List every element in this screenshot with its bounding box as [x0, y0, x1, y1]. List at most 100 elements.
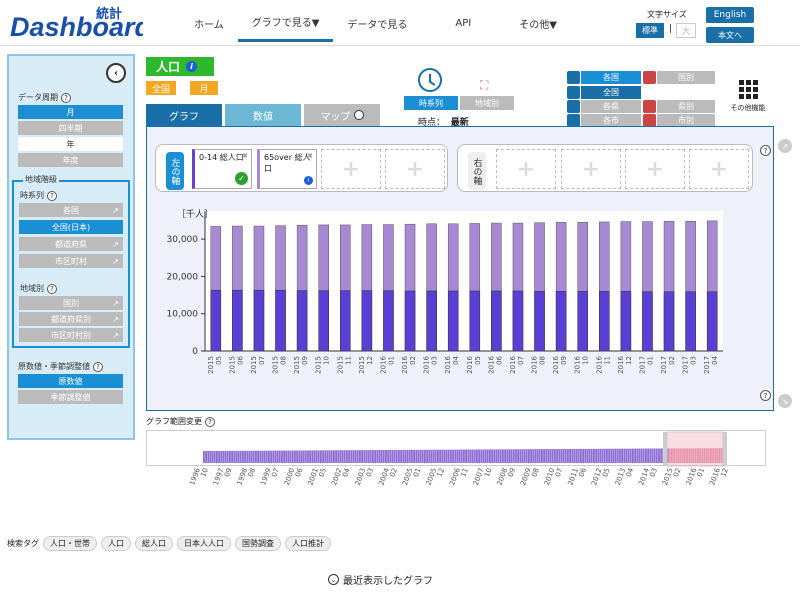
- reg-countries[interactable]: 国別 ↗: [19, 296, 123, 310]
- arrow-right-icon[interactable]: ↗: [778, 139, 792, 153]
- series-card[interactable]: 65over 総人口 ✖ i: [257, 149, 317, 189]
- nav-home[interactable]: ホーム: [194, 19, 224, 31]
- ts-japan[interactable]: 全国(日本): [19, 220, 123, 234]
- add-series-slot[interactable]: +: [385, 149, 445, 189]
- add-series-slot[interactable]: +: [561, 149, 621, 189]
- range-bar: [239, 450, 242, 463]
- help-icon[interactable]: ?: [93, 361, 103, 372]
- range-bar: [272, 450, 275, 463]
- search-tag[interactable]: 国勢調査: [235, 536, 281, 551]
- period-year[interactable]: 年: [18, 137, 123, 151]
- search-tag[interactable]: 人口: [101, 536, 131, 551]
- range-bar: [469, 449, 472, 463]
- add-series-slot[interactable]: +: [625, 149, 685, 189]
- range-slider[interactable]: [146, 430, 767, 467]
- clock-icon: [418, 68, 442, 92]
- range-bar: [653, 448, 656, 463]
- range-bar: [274, 450, 277, 463]
- range-tick-label: 2009: [519, 467, 533, 486]
- close-icon[interactable]: ✖: [242, 152, 248, 160]
- tab-graph[interactable]: グラフ: [146, 104, 222, 126]
- help-icon[interactable]: ?: [760, 390, 771, 401]
- range-tick-label: 2000: [283, 467, 297, 486]
- help-icon[interactable]: ?: [353, 110, 364, 120]
- regional-button[interactable]: 地域別: [460, 96, 514, 110]
- range-bar: [307, 450, 309, 463]
- seasonal-adjusted-button[interactable]: 季節調整値: [18, 390, 123, 404]
- range-bar: [554, 449, 556, 463]
- range-bar: [573, 448, 576, 463]
- period-fiscal-year[interactable]: 年度: [18, 153, 123, 167]
- close-icon[interactable]: ✖: [307, 152, 313, 160]
- collapse-sidebar-icon[interactable]: ‹: [106, 63, 126, 83]
- help-icon[interactable]: ?: [61, 92, 71, 103]
- bar-0-14: [620, 291, 632, 352]
- reg-prefectures[interactable]: 都道府県別 ↗: [19, 312, 123, 326]
- font-large-button[interactable]: 大: [676, 23, 696, 38]
- raw-value-button[interactable]: 原数値: [18, 374, 123, 388]
- timeseries-button[interactable]: 時系列: [404, 96, 458, 110]
- range-mini-chart[interactable]: [147, 431, 767, 467]
- tab-map[interactable]: マップ?: [304, 104, 380, 126]
- range-tick-label: 02: [672, 467, 683, 478]
- ts-prefectures[interactable]: 都道府県 ↗: [19, 237, 123, 251]
- font-separator: |: [669, 24, 673, 34]
- range-bar: [521, 449, 524, 463]
- logo[interactable]: Dashboard 統計: [8, 4, 143, 42]
- skip-to-main-button[interactable]: 本文へ: [706, 27, 754, 43]
- range-bar: [265, 450, 268, 463]
- range-bar: [508, 449, 511, 463]
- range-bar: [443, 449, 446, 463]
- range-tick-label: 2012: [590, 467, 604, 486]
- add-series-slot[interactable]: +: [689, 149, 749, 189]
- nav-other[interactable]: その他▼: [519, 19, 557, 31]
- range-bar: [502, 449, 504, 463]
- series-card[interactable]: 0-14 総人口 ✖ ✓: [192, 149, 252, 189]
- region-national[interactable]: 全国: [581, 86, 641, 99]
- help-icon[interactable]: ?: [205, 416, 215, 427]
- region-by-country[interactable]: 国別: [657, 71, 715, 84]
- x-tick-label: 2017: [682, 356, 690, 374]
- english-button[interactable]: English: [706, 7, 754, 23]
- nav-api[interactable]: API: [455, 17, 472, 29]
- other-functions-button[interactable]: その他機能: [727, 80, 769, 113]
- ts-municipalities[interactable]: 市区町村 ↗: [19, 254, 123, 268]
- tab-values[interactable]: 数値: [225, 104, 301, 126]
- region-each-city[interactable]: 各市: [581, 114, 641, 127]
- ts-countries[interactable]: 各国 ↗: [19, 203, 123, 217]
- region-each-pref[interactable]: 各県: [581, 100, 641, 113]
- range-bar: [668, 448, 671, 463]
- search-tag[interactable]: 人口・世帯: [43, 536, 97, 551]
- range-bar: [718, 448, 721, 463]
- range-bar: [341, 450, 344, 463]
- region-by-pref[interactable]: 県別: [657, 100, 715, 113]
- region-countries[interactable]: 各国: [581, 71, 641, 84]
- period-month[interactable]: 月: [18, 105, 123, 119]
- x-tick-label: 2016: [466, 355, 474, 373]
- japan-icon: [567, 86, 580, 99]
- search-tag[interactable]: 人口推計: [285, 536, 331, 551]
- range-bar: [671, 448, 673, 463]
- search-tag[interactable]: 日本人人口: [177, 536, 231, 551]
- search-tag[interactable]: 総人口: [135, 536, 173, 551]
- nav-graph[interactable]: グラフで見る▼: [237, 4, 334, 42]
- help-icon[interactable]: ?: [760, 145, 771, 156]
- range-bar: [270, 450, 273, 463]
- reg-municipalities[interactable]: 市区町村別 ↗: [19, 328, 123, 342]
- add-series-slot[interactable]: +: [496, 149, 556, 189]
- help-icon[interactable]: ?: [47, 283, 57, 294]
- bar-0-14: [253, 289, 265, 352]
- graph-panel: 左の軸 0-14 総人口 ✖ ✓ 65over 総人口 ✖ i + + 右の軸 …: [146, 126, 774, 411]
- range-bar: [374, 450, 377, 463]
- nav-data[interactable]: データで見る: [347, 19, 408, 31]
- range-bar: [257, 450, 260, 463]
- info-icon[interactable]: i: [304, 176, 313, 185]
- add-series-slot[interactable]: +: [321, 149, 381, 189]
- help-icon[interactable]: ?: [47, 190, 57, 201]
- font-standard-button[interactable]: 標準: [636, 23, 664, 38]
- arrow-down-icon[interactable]: ↘: [778, 394, 792, 408]
- period-quarter[interactable]: 四半期: [18, 121, 123, 135]
- info-icon[interactable]: i: [186, 61, 198, 72]
- recent-graphs-toggle[interactable]: ⌄ 最近表示したグラフ: [328, 572, 433, 587]
- region-by-city[interactable]: 市別: [657, 114, 715, 127]
